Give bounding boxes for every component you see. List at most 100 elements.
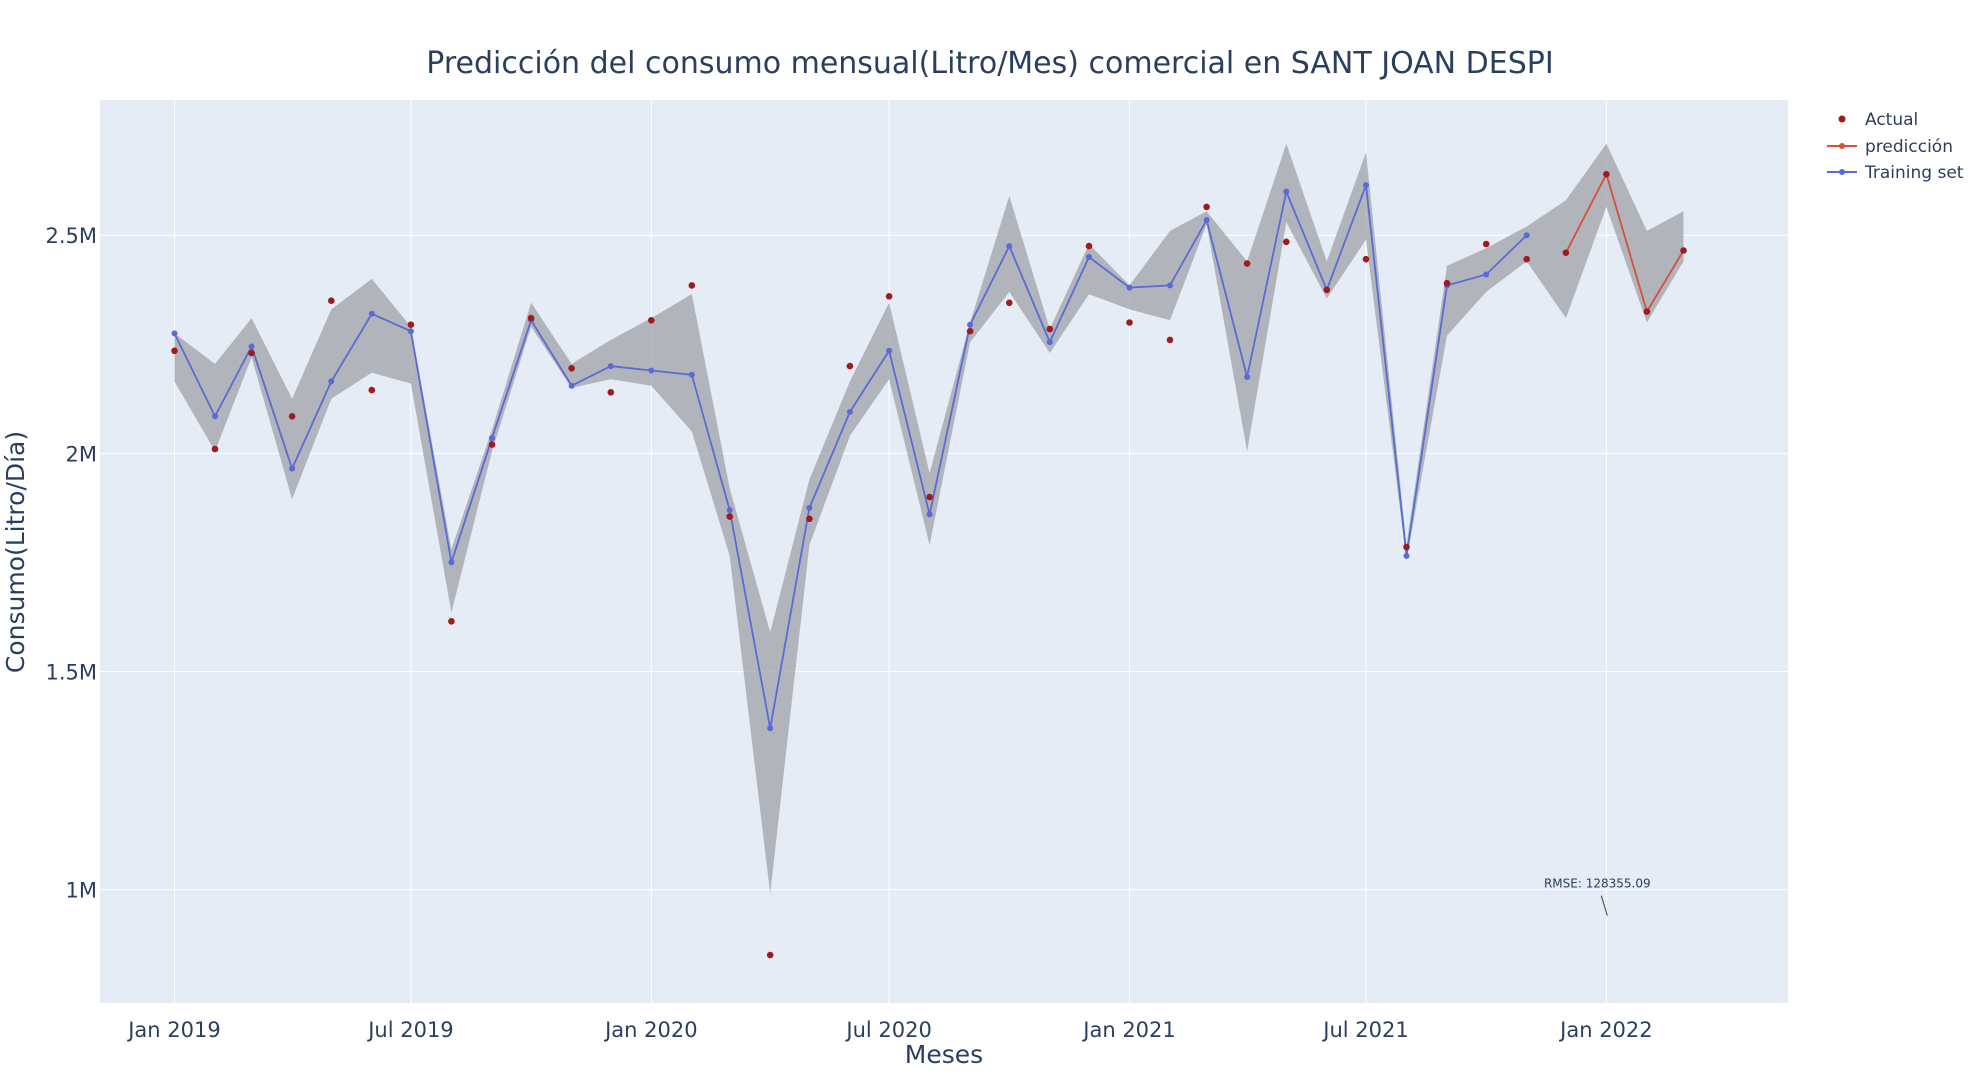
series-markers (171, 170, 1687, 959)
training-set-point (1523, 232, 1530, 239)
actual-point (1482, 240, 1490, 248)
actual-point (926, 493, 933, 501)
legend-prediccion-label: predicción (1865, 137, 1953, 157)
actual-point (488, 441, 496, 448)
actual-point (1203, 203, 1210, 211)
actual-point (1323, 286, 1331, 294)
actual-point (171, 347, 178, 355)
rmse-annotation-arrow (1600, 895, 1608, 916)
y-axis-title: Consumo(Litro/Día) (1, 431, 30, 673)
confidence-band (174, 143, 1684, 894)
actual-point (328, 297, 335, 305)
actual-point (1166, 336, 1174, 344)
legend-training-marker (1839, 169, 1845, 175)
rmse-annotation: RMSE: 128355.09 (1544, 877, 1651, 916)
y-tick-label: 1.5M (45, 660, 97, 684)
actual-point (527, 314, 535, 322)
actual-point (1126, 319, 1133, 326)
actual-point (885, 293, 893, 300)
training-set-point (1363, 182, 1369, 189)
actual-point (368, 386, 376, 394)
actual-point (1362, 255, 1370, 263)
actual-point (688, 282, 696, 289)
training-set-point (726, 507, 733, 514)
actual-point (846, 362, 854, 370)
training-set-point (688, 371, 695, 378)
y-tick-label: 2M (66, 442, 97, 466)
actual-point (966, 327, 974, 335)
legend: Actual predicción Training set (1827, 110, 1964, 183)
x-tick-label: Jan 2020 (603, 1018, 698, 1042)
training-set-point (1086, 254, 1092, 260)
actual-point (1085, 242, 1093, 250)
actual-point (211, 445, 219, 453)
y-tick-label: 2.5M (45, 224, 97, 248)
y-tick-label: 1M (66, 879, 97, 903)
actual-point (1243, 260, 1251, 267)
training-set-point (171, 330, 178, 337)
actual-point (766, 951, 774, 959)
actual-point (1603, 170, 1610, 178)
training-set-point (607, 363, 614, 370)
actual-point (1523, 255, 1530, 263)
actual-point (1643, 308, 1651, 315)
training-set-point (886, 347, 893, 354)
actual-point (607, 389, 615, 396)
training-set-point (1483, 271, 1490, 278)
actual-point (1562, 249, 1570, 256)
training-set-point (967, 321, 974, 328)
legend-actual-label: Actual (1865, 110, 1918, 130)
x-tick-label: Jan 2021 (1081, 1018, 1176, 1042)
actual-point (1443, 279, 1451, 287)
x-tick-label: Jul 2021 (1321, 1018, 1408, 1042)
x-axis-ticks: Jan 2019 Jul 2019 Jan 2020 Jul 2020 Jan 2021… (126, 1018, 1652, 1042)
training-set-point (407, 328, 414, 335)
legend-actual-marker (1838, 115, 1846, 123)
actual-point (1403, 543, 1410, 551)
actual-point (1283, 238, 1290, 246)
training-set-point (1244, 374, 1251, 380)
chart-title: Predicción del consumo mensual(Litro/Mes… (426, 46, 1553, 81)
actual-point (1006, 299, 1013, 307)
actual-point (806, 515, 813, 523)
x-tick-label: Jul 2019 (366, 1018, 453, 1042)
training-set-point (1046, 339, 1053, 346)
x-tick-label: Jul 2020 (844, 1018, 931, 1042)
training-set-point (767, 725, 774, 732)
legend-item-prediccion[interactable]: predicción (1827, 137, 1953, 157)
legend-item-training-set[interactable]: Training set (1827, 163, 1964, 183)
actual-point (248, 349, 255, 357)
actual-point (648, 317, 655, 324)
training-set-point (806, 504, 813, 511)
training-set-point (1283, 188, 1290, 195)
training-set-point (368, 310, 375, 317)
training-set-point (248, 343, 255, 350)
actual-point (407, 321, 415, 329)
legend-item-actual[interactable]: Actual (1838, 110, 1919, 130)
confidence-band-area (174, 143, 1684, 894)
training-set-point (1167, 282, 1173, 289)
actual-point (1680, 247, 1687, 254)
legend-prediccion-marker (1839, 143, 1845, 149)
actual-point (568, 365, 575, 372)
training-set-point (489, 435, 495, 442)
actual-point (726, 513, 733, 520)
rmse-annotation-text: RMSE: 128355.09 (1544, 877, 1651, 891)
training-set-point (448, 559, 455, 566)
x-tick-label: Jan 2019 (126, 1018, 221, 1042)
prediccion-line (1565, 171, 1685, 314)
training-set-point (648, 367, 655, 374)
x-tick-label: Jan 2022 (1558, 1018, 1653, 1042)
training-set-point (926, 511, 933, 518)
training-set-point (1203, 217, 1210, 223)
training-set-point (212, 413, 218, 420)
y-axis-ticks: 1M 1.5M 2M 2.5M (45, 224, 97, 902)
training-set-point (846, 408, 853, 415)
training-set-point (1126, 284, 1133, 291)
actual-point (288, 413, 296, 420)
x-axis-title: Meses (905, 1040, 983, 1069)
training-set-point (1403, 552, 1410, 559)
training-set-point (289, 465, 296, 472)
actual-point (1046, 325, 1054, 333)
